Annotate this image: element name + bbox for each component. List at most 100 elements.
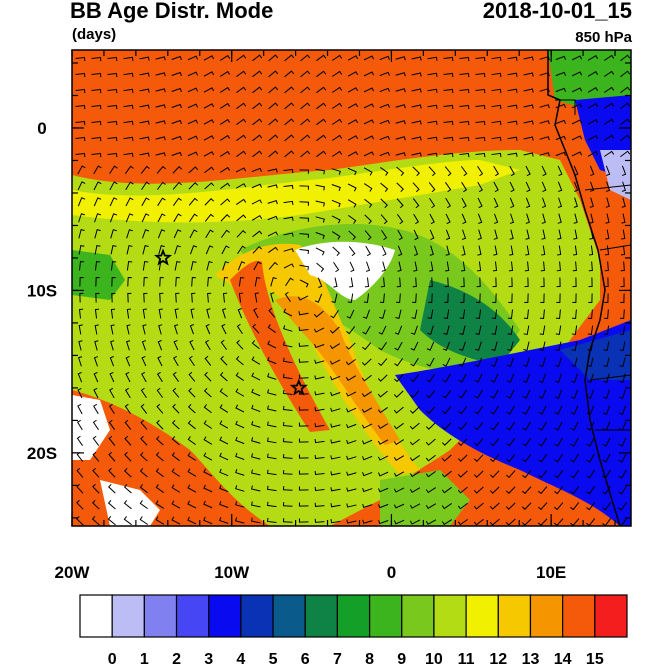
wind-barb — [159, 276, 164, 287]
colorbar-label: 0 — [108, 651, 117, 667]
wind-barb — [203, 151, 215, 157]
wind-barb — [522, 373, 531, 383]
wind-barb — [429, 197, 436, 209]
wind-barb — [443, 104, 454, 110]
wind-barb — [588, 245, 594, 256]
wind-barb — [219, 388, 228, 398]
wind-barb — [107, 120, 118, 126]
colorbar-swatch — [368, 594, 403, 638]
wind-barb — [158, 308, 163, 319]
wind-barb — [142, 245, 149, 255]
wind-barb — [251, 437, 261, 444]
wind-barb — [539, 104, 550, 109]
y-tick-label: 0 — [37, 119, 46, 138]
wind-barb — [91, 137, 102, 142]
wind-barb — [124, 451, 132, 462]
wind-barb — [108, 419, 116, 430]
wind-barb — [428, 166, 436, 177]
wind-barb — [490, 389, 499, 399]
wind-barb — [299, 279, 309, 288]
wind-barb — [284, 70, 295, 78]
wind-barb — [219, 150, 231, 157]
wind-barb — [461, 197, 467, 209]
wind-barb — [189, 213, 198, 223]
wind-barb — [459, 309, 466, 320]
wind-barb — [347, 135, 359, 141]
wind-barb — [509, 165, 515, 177]
colorbar-label: 15 — [586, 651, 604, 667]
wind-barb — [172, 387, 180, 398]
wind-barb — [521, 486, 532, 495]
wind-barb — [525, 165, 531, 177]
star-marker-center — [289, 378, 308, 396]
wind-barb — [379, 71, 390, 77]
wind-barb — [361, 391, 373, 398]
wind-barb — [573, 213, 578, 224]
wind-barb — [394, 358, 404, 367]
wind-barb — [491, 120, 502, 126]
wind-barb — [204, 371, 212, 382]
wind-barb — [618, 405, 627, 415]
wind-barb — [219, 420, 229, 429]
wind-barb — [428, 277, 433, 288]
wind-barb — [477, 165, 484, 177]
wind-barb — [314, 407, 325, 412]
wind-barb — [171, 484, 181, 493]
wind-barb — [172, 181, 182, 190]
wind-barb — [124, 435, 132, 446]
wind-barb — [125, 340, 131, 351]
wind-barb — [93, 403, 99, 415]
wind-barb — [538, 389, 547, 399]
wind-barb — [270, 277, 277, 287]
wind-barb — [298, 438, 309, 443]
wind-barb — [314, 454, 325, 460]
colorbar-label: 5 — [269, 651, 278, 667]
wind-barb — [541, 213, 546, 224]
wind-barb — [107, 56, 118, 62]
wind-barb — [380, 182, 389, 192]
wind-barb — [109, 197, 118, 207]
wind-barb — [396, 166, 405, 176]
wind-barb — [91, 121, 102, 126]
wind-barb — [204, 166, 215, 174]
wind-barb — [443, 88, 454, 94]
x-axis-labels: 20W 10W 0 10E — [55, 563, 567, 582]
wind-barb — [620, 134, 631, 142]
wind-barb — [155, 88, 166, 93]
wind-barb — [602, 453, 611, 463]
wind-barb — [125, 197, 134, 207]
wind-barb — [554, 421, 563, 431]
wind-barb — [219, 102, 231, 109]
colorbar-swatch — [240, 594, 274, 638]
wind-barb — [187, 420, 196, 430]
wind-barb — [603, 70, 615, 77]
wind-barb — [441, 422, 452, 431]
wind-barb — [555, 55, 566, 61]
wind-barb — [92, 419, 99, 431]
wind-barb — [315, 232, 325, 240]
wind-barb — [541, 245, 546, 256]
wind-barb — [493, 213, 499, 224]
wind-barb — [251, 356, 261, 365]
wind-barb — [409, 406, 420, 414]
wind-barb — [298, 311, 309, 316]
wind-barb — [393, 455, 405, 461]
wind-barb — [395, 104, 406, 109]
wind-barb — [493, 165, 500, 177]
wind-barb — [603, 373, 610, 383]
wind-barb — [618, 453, 627, 463]
wind-barb — [393, 422, 404, 430]
wind-barb — [458, 373, 467, 383]
wind-barb — [395, 120, 406, 125]
wind-barb — [203, 516, 213, 525]
wind-barb — [125, 371, 131, 383]
wind-barb — [377, 390, 388, 398]
wind-barb — [491, 72, 502, 78]
wind-barb — [393, 503, 405, 509]
colorbar-label: 14 — [554, 651, 572, 667]
wind-barb — [346, 471, 357, 476]
wind-barb — [331, 102, 343, 109]
wind-barb — [187, 55, 199, 61]
wind-barb — [236, 134, 247, 142]
wind-barb — [604, 261, 609, 272]
